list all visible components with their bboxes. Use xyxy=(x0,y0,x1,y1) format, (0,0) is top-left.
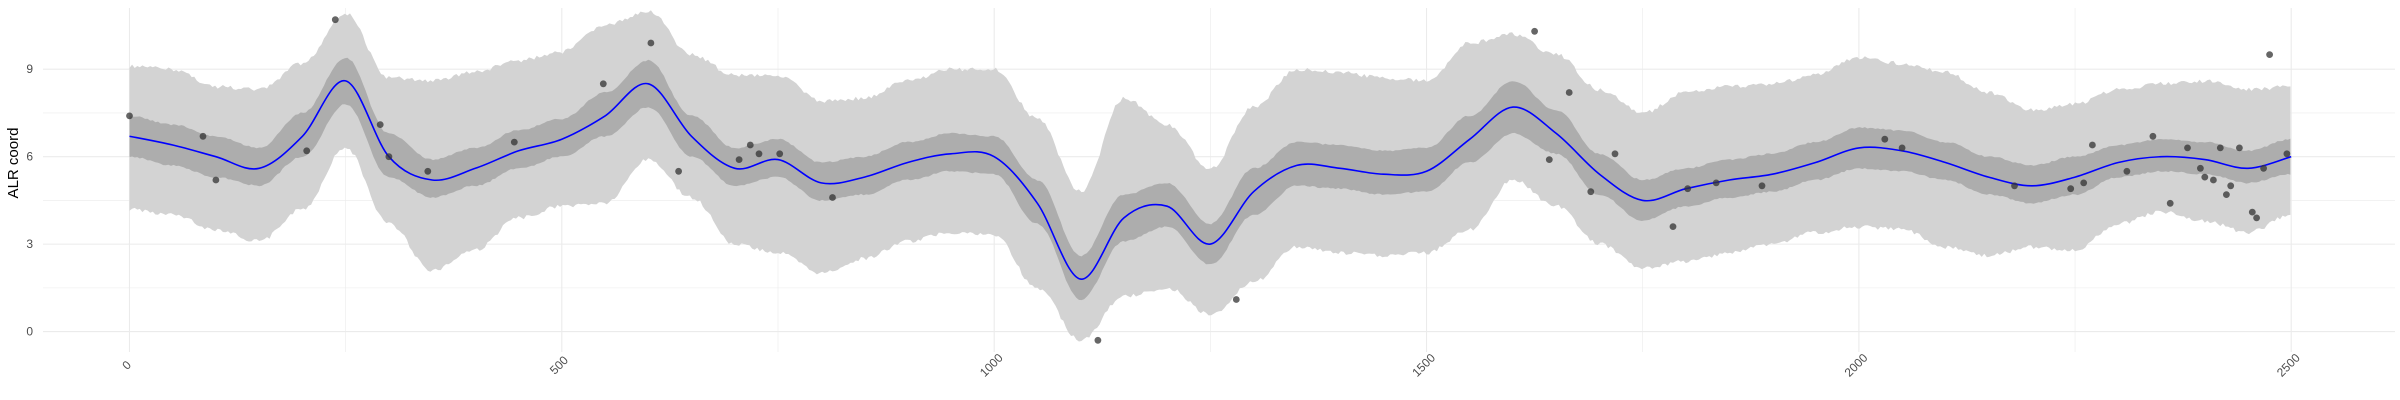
data-point xyxy=(1565,89,1573,96)
data-point xyxy=(1669,223,1677,231)
data-point xyxy=(2216,144,2224,152)
data-point xyxy=(2067,185,2075,193)
data-point xyxy=(2260,164,2268,172)
data-point xyxy=(735,156,743,164)
data-point xyxy=(2227,182,2235,190)
data-point xyxy=(746,141,754,149)
data-point xyxy=(199,132,207,140)
data-point xyxy=(2197,164,2204,172)
data-point xyxy=(2223,191,2230,199)
data-point xyxy=(1531,27,1538,35)
data-point xyxy=(2089,141,2096,149)
data-point xyxy=(424,167,432,175)
data-point xyxy=(2149,132,2157,140)
data-point xyxy=(2080,179,2088,187)
data-point xyxy=(2123,167,2131,175)
data-point xyxy=(647,39,655,47)
data-point xyxy=(776,150,784,158)
data-point xyxy=(1611,150,1619,158)
data-point xyxy=(1684,185,1692,193)
data-point xyxy=(2011,182,2018,190)
data-point xyxy=(2253,214,2261,222)
data-point xyxy=(1587,188,1595,196)
data-point xyxy=(1094,336,1102,344)
y-axis-title: ALR coord xyxy=(5,128,22,199)
data-point xyxy=(2201,173,2209,181)
data-point xyxy=(829,194,836,201)
data-point xyxy=(2184,144,2191,152)
data-point xyxy=(1758,182,1766,190)
data-point xyxy=(376,121,384,128)
inner-confidence-band xyxy=(129,57,2291,301)
data-point xyxy=(1232,296,1240,303)
y-tick-label: 3 xyxy=(26,237,33,251)
data-point xyxy=(1712,179,1720,187)
y-tick-label: 6 xyxy=(26,150,33,164)
data-point xyxy=(1545,156,1553,164)
y-tick-label: 0 xyxy=(26,325,33,339)
data-point xyxy=(212,176,220,184)
data-point xyxy=(2248,208,2256,216)
data-point xyxy=(2210,176,2217,184)
data-point xyxy=(303,147,311,155)
data-point xyxy=(2283,150,2291,158)
y-tick-label: 9 xyxy=(26,62,33,76)
data-point xyxy=(675,167,682,175)
mean-line xyxy=(129,80,2292,280)
data-point xyxy=(755,150,763,158)
data-point xyxy=(599,80,607,88)
data-point xyxy=(1881,135,1889,143)
y-axis-tick-labels: 0 3 6 9 xyxy=(26,62,33,338)
observed-points xyxy=(126,16,2291,344)
data-point xyxy=(385,153,393,161)
data-point xyxy=(2166,199,2174,207)
data-point xyxy=(331,16,339,24)
data-point xyxy=(126,112,133,120)
data-point xyxy=(1898,144,1906,152)
data-point xyxy=(2266,51,2274,58)
data-point xyxy=(2236,144,2243,152)
data-point xyxy=(510,138,518,146)
